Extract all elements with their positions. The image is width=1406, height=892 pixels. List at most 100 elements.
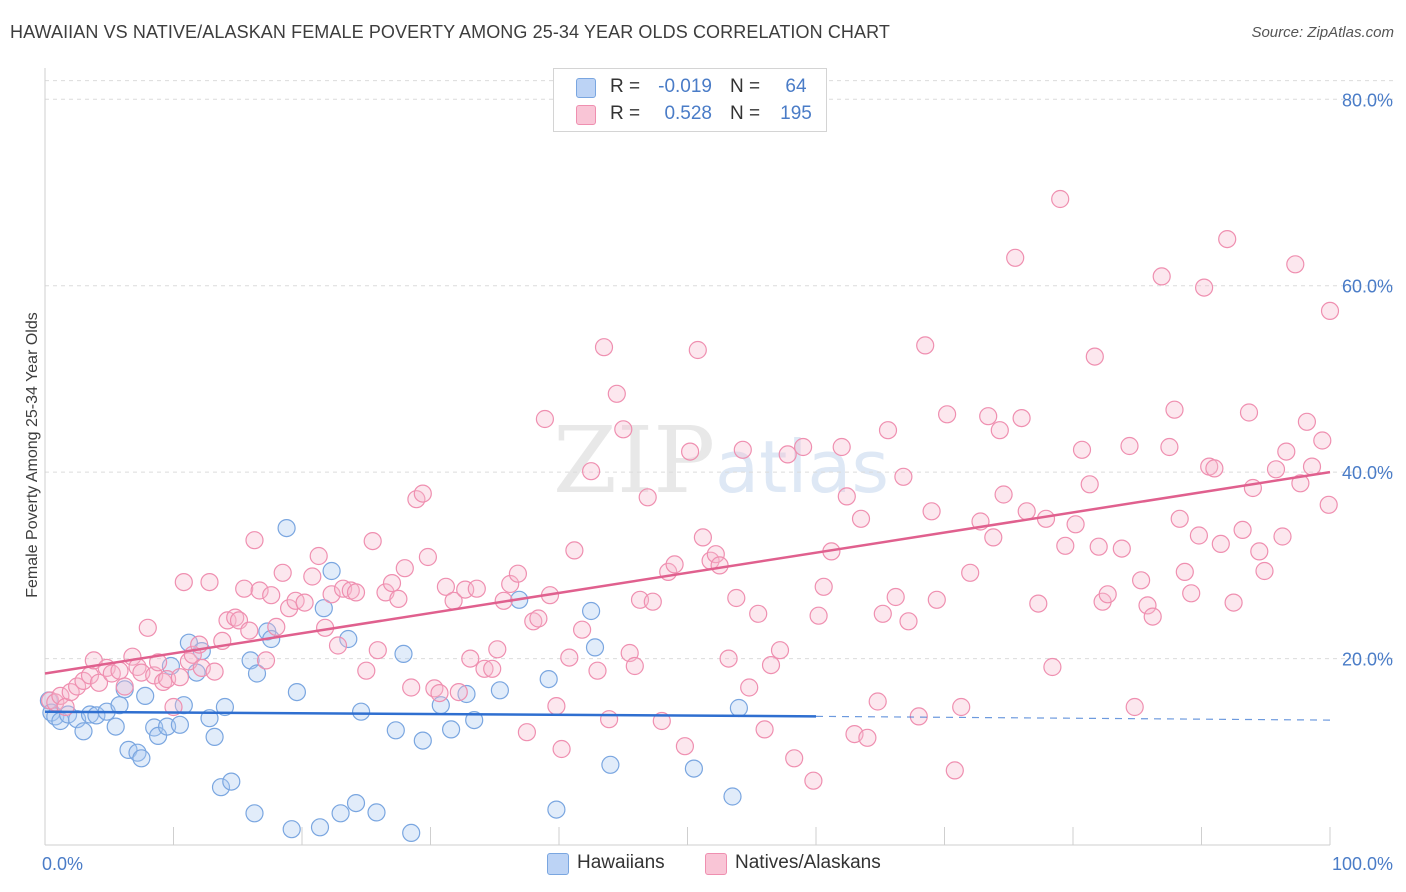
data-point bbox=[733, 440, 752, 459]
data-point bbox=[1320, 301, 1340, 320]
data-point bbox=[1297, 412, 1317, 431]
data-point bbox=[1089, 537, 1108, 556]
data-point bbox=[490, 681, 509, 700]
data-point bbox=[449, 682, 468, 702]
data-point bbox=[793, 437, 813, 457]
data-point bbox=[529, 609, 548, 628]
data-point bbox=[984, 528, 1003, 547]
legend-swatch-natives bbox=[576, 105, 596, 125]
data-point bbox=[594, 338, 614, 357]
data-point bbox=[723, 787, 742, 806]
series-swatch-hawaiians bbox=[547, 853, 569, 875]
data-point bbox=[740, 678, 759, 697]
data-point bbox=[894, 467, 913, 486]
data-point bbox=[1211, 534, 1230, 554]
trend-line bbox=[44, 710, 817, 718]
data-point bbox=[804, 771, 823, 790]
watermark-atlas: atlas bbox=[715, 425, 889, 509]
data-point bbox=[430, 683, 449, 703]
data-point bbox=[1125, 697, 1144, 717]
data-point bbox=[1194, 278, 1214, 297]
data-point bbox=[222, 772, 241, 791]
data-point bbox=[115, 677, 134, 696]
data-point bbox=[1250, 542, 1269, 561]
data-point bbox=[675, 737, 695, 756]
data-point bbox=[442, 720, 461, 739]
series-swatch-natives bbox=[705, 853, 727, 875]
data-point bbox=[205, 662, 224, 681]
data-point bbox=[638, 488, 657, 507]
data-point bbox=[205, 727, 224, 747]
data-point bbox=[539, 669, 558, 689]
data-point bbox=[1160, 437, 1179, 457]
data-point bbox=[1012, 409, 1031, 428]
data-point bbox=[719, 649, 738, 668]
data-point bbox=[1205, 459, 1224, 478]
data-point bbox=[599, 710, 619, 729]
series-label-natives: Natives/Alaskans bbox=[735, 852, 881, 873]
data-point bbox=[680, 442, 700, 461]
data-point bbox=[310, 818, 330, 837]
data-point bbox=[588, 661, 607, 680]
data-point bbox=[1006, 248, 1025, 267]
data-point bbox=[282, 820, 301, 839]
data-point bbox=[1051, 189, 1070, 209]
data-point bbox=[961, 563, 980, 582]
data-point bbox=[873, 604, 892, 623]
data-point bbox=[979, 407, 998, 426]
data-point bbox=[467, 579, 486, 598]
data-point bbox=[436, 577, 455, 596]
data-point bbox=[241, 651, 260, 670]
data-point bbox=[170, 715, 189, 734]
data-point bbox=[710, 556, 729, 575]
data-point bbox=[89, 673, 109, 692]
data-point bbox=[1170, 509, 1189, 528]
data-point bbox=[1143, 607, 1162, 626]
data-point bbox=[1277, 442, 1296, 461]
data-point bbox=[488, 640, 507, 659]
data-point bbox=[1029, 594, 1048, 613]
data-point bbox=[483, 659, 502, 678]
data-point bbox=[262, 586, 281, 605]
data-point bbox=[994, 485, 1013, 504]
data-point bbox=[235, 579, 254, 598]
trend-lines bbox=[44, 470, 1331, 721]
data-point bbox=[314, 599, 333, 618]
data-point bbox=[878, 421, 898, 440]
legend-n-value: 195 bbox=[780, 103, 812, 124]
data-point bbox=[581, 601, 601, 621]
legend-swatch-hawaiians bbox=[576, 78, 596, 98]
data-point bbox=[303, 567, 322, 586]
data-point bbox=[922, 502, 941, 521]
data-point bbox=[614, 420, 633, 439]
data-point bbox=[749, 604, 768, 623]
data-point bbox=[1056, 536, 1075, 555]
data-point bbox=[211, 778, 231, 797]
data-point bbox=[363, 531, 382, 551]
data-point bbox=[174, 572, 193, 592]
chart-title: HAWAIIAN VS NATIVE/ALASKAN FEMALE POVERT… bbox=[10, 22, 891, 42]
data-point bbox=[1066, 515, 1085, 534]
legend-r-value: 0.528 bbox=[664, 103, 712, 124]
data-point bbox=[770, 641, 790, 660]
data-point bbox=[652, 711, 671, 731]
chart-source: Source: ZipAtlas.com bbox=[1251, 24, 1394, 41]
data-point bbox=[1080, 475, 1099, 494]
data-point bbox=[607, 384, 626, 403]
data-point bbox=[138, 618, 157, 637]
data-point bbox=[1043, 657, 1062, 677]
data-point bbox=[899, 612, 918, 631]
data-point bbox=[693, 528, 713, 547]
data-point bbox=[394, 644, 413, 664]
data-point bbox=[1120, 436, 1139, 456]
y-tick-label: 80.0% bbox=[1342, 90, 1393, 110]
data-point bbox=[1165, 400, 1184, 419]
data-point bbox=[565, 541, 584, 560]
data-point bbox=[1291, 474, 1310, 493]
data-point bbox=[1302, 457, 1322, 476]
data-point bbox=[524, 612, 543, 631]
data-point bbox=[295, 593, 314, 612]
data-point bbox=[277, 518, 296, 538]
data-point bbox=[1218, 230, 1237, 249]
